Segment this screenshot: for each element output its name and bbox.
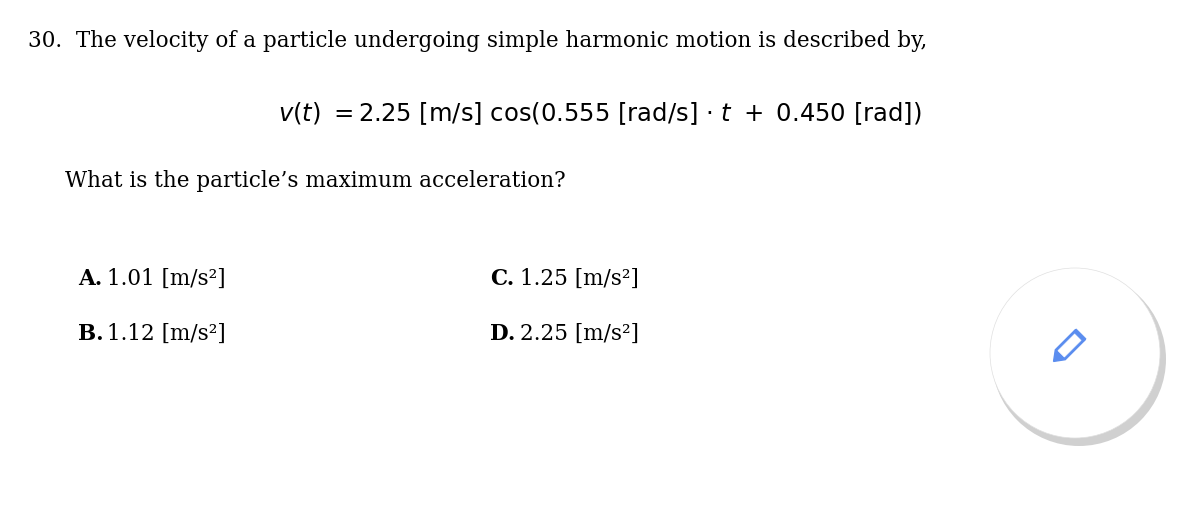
Text: 1.01 [m/s²]: 1.01 [m/s²]: [107, 268, 226, 290]
Text: 1.25 [m/s²]: 1.25 [m/s²]: [520, 268, 638, 290]
Polygon shape: [1054, 330, 1085, 361]
Text: C.: C.: [490, 268, 515, 290]
Circle shape: [990, 268, 1160, 438]
Text: D.: D.: [490, 323, 515, 345]
Polygon shape: [1073, 329, 1086, 342]
Text: $v(t)$ $= 2.25\ \mathrm{[m/s]\ cos(0.555\ [rad/s]\ {\cdot}\ }$$t$$\mathrm{\ +\ 0: $v(t)$ $= 2.25\ \mathrm{[m/s]\ cos(0.555…: [278, 100, 922, 127]
Text: What is the particle’s maximum acceleration?: What is the particle’s maximum accelerat…: [65, 170, 565, 192]
Circle shape: [992, 272, 1166, 446]
Polygon shape: [1058, 333, 1082, 357]
Text: A.: A.: [78, 268, 102, 290]
Text: 30.  The velocity of a particle undergoing simple harmonic motion is described b: 30. The velocity of a particle undergoin…: [28, 30, 928, 52]
Text: 1.12 [m/s²]: 1.12 [m/s²]: [107, 323, 226, 345]
Text: 2.25 [m/s²]: 2.25 [m/s²]: [520, 323, 640, 345]
Text: B.: B.: [78, 323, 103, 345]
